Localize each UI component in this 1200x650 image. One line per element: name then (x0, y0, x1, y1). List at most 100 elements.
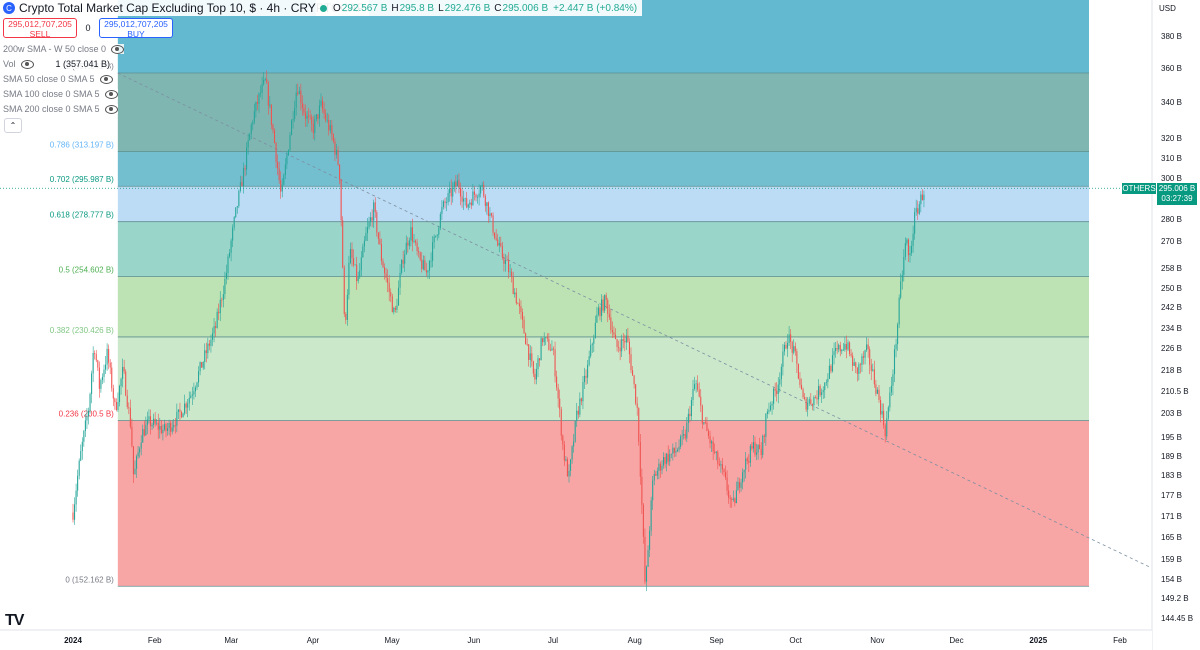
candle (568, 464, 570, 483)
candle (126, 389, 128, 410)
candle (301, 95, 303, 116)
candle (362, 243, 364, 258)
candle (402, 250, 404, 269)
indicator-sma-100[interactable]: SMA 100 close 0 SMA 5 (3, 89, 118, 99)
candle (459, 182, 462, 206)
candle (239, 175, 241, 193)
price-tick-label: 226 B (1161, 344, 1182, 353)
candle (892, 369, 894, 396)
candle (356, 256, 358, 290)
symbol-header[interactable]: C Crypto Total Market Cap Excluding Top … (0, 0, 369, 16)
eye-icon[interactable] (99, 74, 113, 84)
candle (563, 440, 565, 467)
candle (435, 235, 437, 238)
collapse-legend-button[interactable]: ⌃ (4, 118, 22, 133)
eye-icon[interactable] (104, 89, 118, 99)
candle (205, 342, 207, 363)
candle (137, 445, 139, 459)
time-axis[interactable]: 2024 Feb Mar Apr May Jun Jul Aug Sep Oct Nov Dec 202… (0, 629, 1152, 650)
candle (701, 404, 703, 429)
candle (308, 108, 310, 124)
fib-band-0 (117, 420, 1090, 587)
candle (864, 349, 866, 365)
buy-button[interactable]: 295,012,707,205 BUY (99, 18, 173, 39)
eye-icon[interactable] (20, 59, 34, 69)
eye-icon[interactable] (104, 104, 118, 114)
candle (813, 395, 815, 411)
candle (523, 316, 525, 334)
candle (723, 468, 725, 477)
candle (726, 470, 728, 496)
candle (452, 181, 454, 203)
candle (512, 271, 514, 295)
candle (72, 503, 74, 523)
candle (771, 401, 773, 415)
candle (745, 452, 747, 479)
candle (664, 453, 666, 469)
tradingview-logo-icon[interactable]: TV (5, 612, 24, 629)
candle (196, 381, 198, 390)
candle (294, 100, 296, 123)
candle (642, 503, 644, 544)
candle (604, 294, 606, 313)
candle (376, 210, 378, 237)
price-tick-label: 171 B (1161, 512, 1182, 521)
candle (692, 379, 694, 406)
candle (227, 253, 229, 280)
sell-button[interactable]: 295,012,707,205 SELL (3, 18, 77, 39)
fib-label-0: 0 (152.162 B) (65, 575, 114, 584)
candle (388, 275, 390, 302)
candle (549, 343, 551, 352)
cryptocap-logo-icon: C (3, 2, 15, 14)
price-tick-label: 340 B (1161, 98, 1182, 107)
candle (720, 460, 722, 473)
candle (408, 237, 410, 250)
candle (833, 342, 835, 365)
candle (450, 179, 452, 206)
time-tick-label: Dec (949, 636, 963, 645)
fib-band-0.702 (117, 151, 1090, 187)
symbol-title[interactable]: Crypto Total Market Cap Excluding Top 10… (19, 1, 365, 15)
candle (867, 338, 869, 358)
candle (742, 468, 744, 490)
candle (467, 203, 469, 211)
indicator-sma-50[interactable]: SMA 50 close 0 SMA 5 (3, 74, 113, 84)
candle (907, 238, 909, 263)
candle (886, 410, 888, 440)
candle (387, 269, 389, 293)
candle-series (72, 70, 925, 592)
candle (280, 171, 282, 199)
candle (284, 158, 286, 180)
trendline[interactable] (117, 72, 1192, 588)
indicator-vol[interactable]: Vol 1 (357.041 B) (3, 59, 111, 69)
candle (112, 384, 114, 407)
candle (574, 420, 576, 443)
indicator-sma-200[interactable]: SMA 200 close 0 SMA 5 (3, 104, 118, 114)
candle (546, 333, 548, 342)
candle (897, 322, 899, 351)
price-tick-label: 242 B (1161, 303, 1182, 312)
candle (779, 372, 781, 393)
candle (393, 306, 395, 315)
candle (839, 341, 841, 357)
candle (647, 545, 649, 568)
sell-price: 295,012,707,205 (8, 19, 72, 29)
price-tick-label: 300 B (1161, 174, 1182, 183)
time-tick-label: Sep (709, 636, 724, 645)
indicator-200w-sma[interactable]: 200w SMA - W 50 close 0 (3, 44, 125, 54)
fib-retracement[interactable]: 0 (152.162 B) 0.236 (200.5 B) 0.382 (230.4… (50, 0, 1090, 587)
vol-value: 1 (357.041 B) (55, 59, 111, 69)
candle (75, 483, 77, 512)
candle (535, 362, 537, 385)
indicator-label: SMA 50 close 0 SMA 5 (3, 74, 95, 84)
candle (191, 386, 193, 405)
chevron-up-icon: ⌃ (9, 121, 17, 130)
price-tick-label: 380 B (1161, 32, 1182, 41)
candle (836, 340, 838, 354)
price-axis[interactable]: USD 380 B 360 B 340 B 320 B 310 B 300 B 280 B 27… (1151, 0, 1200, 650)
candle (430, 252, 432, 268)
currency-label[interactable]: USD (1159, 4, 1176, 13)
candle (258, 92, 260, 113)
eye-icon[interactable] (111, 44, 125, 54)
